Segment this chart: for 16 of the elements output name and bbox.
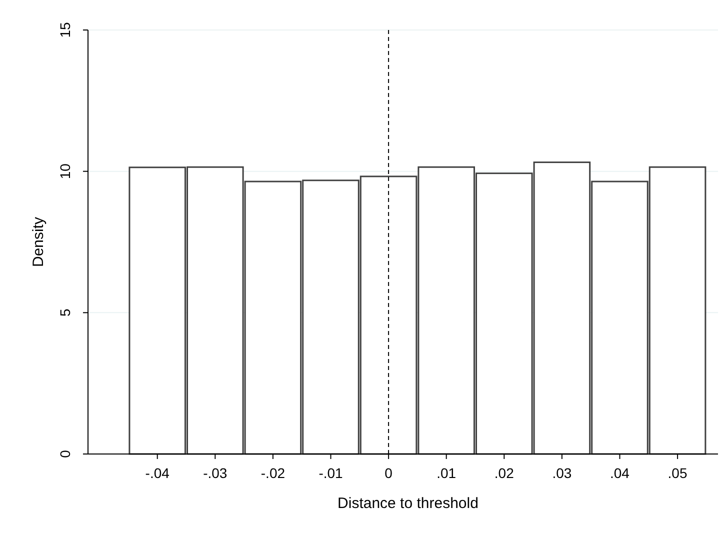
x-tick-label: -.02	[260, 465, 286, 481]
y-axis-title: Density	[30, 216, 47, 268]
x-tick-label: .04	[610, 465, 630, 481]
y-tick-label: 5	[57, 308, 73, 317]
x-tick-label: -.03	[203, 465, 228, 481]
x-tick-label: -.01	[318, 465, 344, 481]
x-tick-label: .01	[436, 465, 456, 481]
y-tick-label: 15	[57, 22, 73, 38]
x-tick-label: .03	[552, 465, 572, 481]
y-tick-label: 0	[57, 450, 73, 458]
x-tick-label: 0	[384, 465, 393, 481]
x-tick-label: .02	[494, 465, 514, 481]
x-tick-label: -.04	[145, 465, 170, 481]
y-tick-label: 10	[57, 163, 73, 180]
x-axis-title: Distance to threshold	[338, 495, 478, 512]
x-tick-label: .05	[668, 465, 688, 481]
